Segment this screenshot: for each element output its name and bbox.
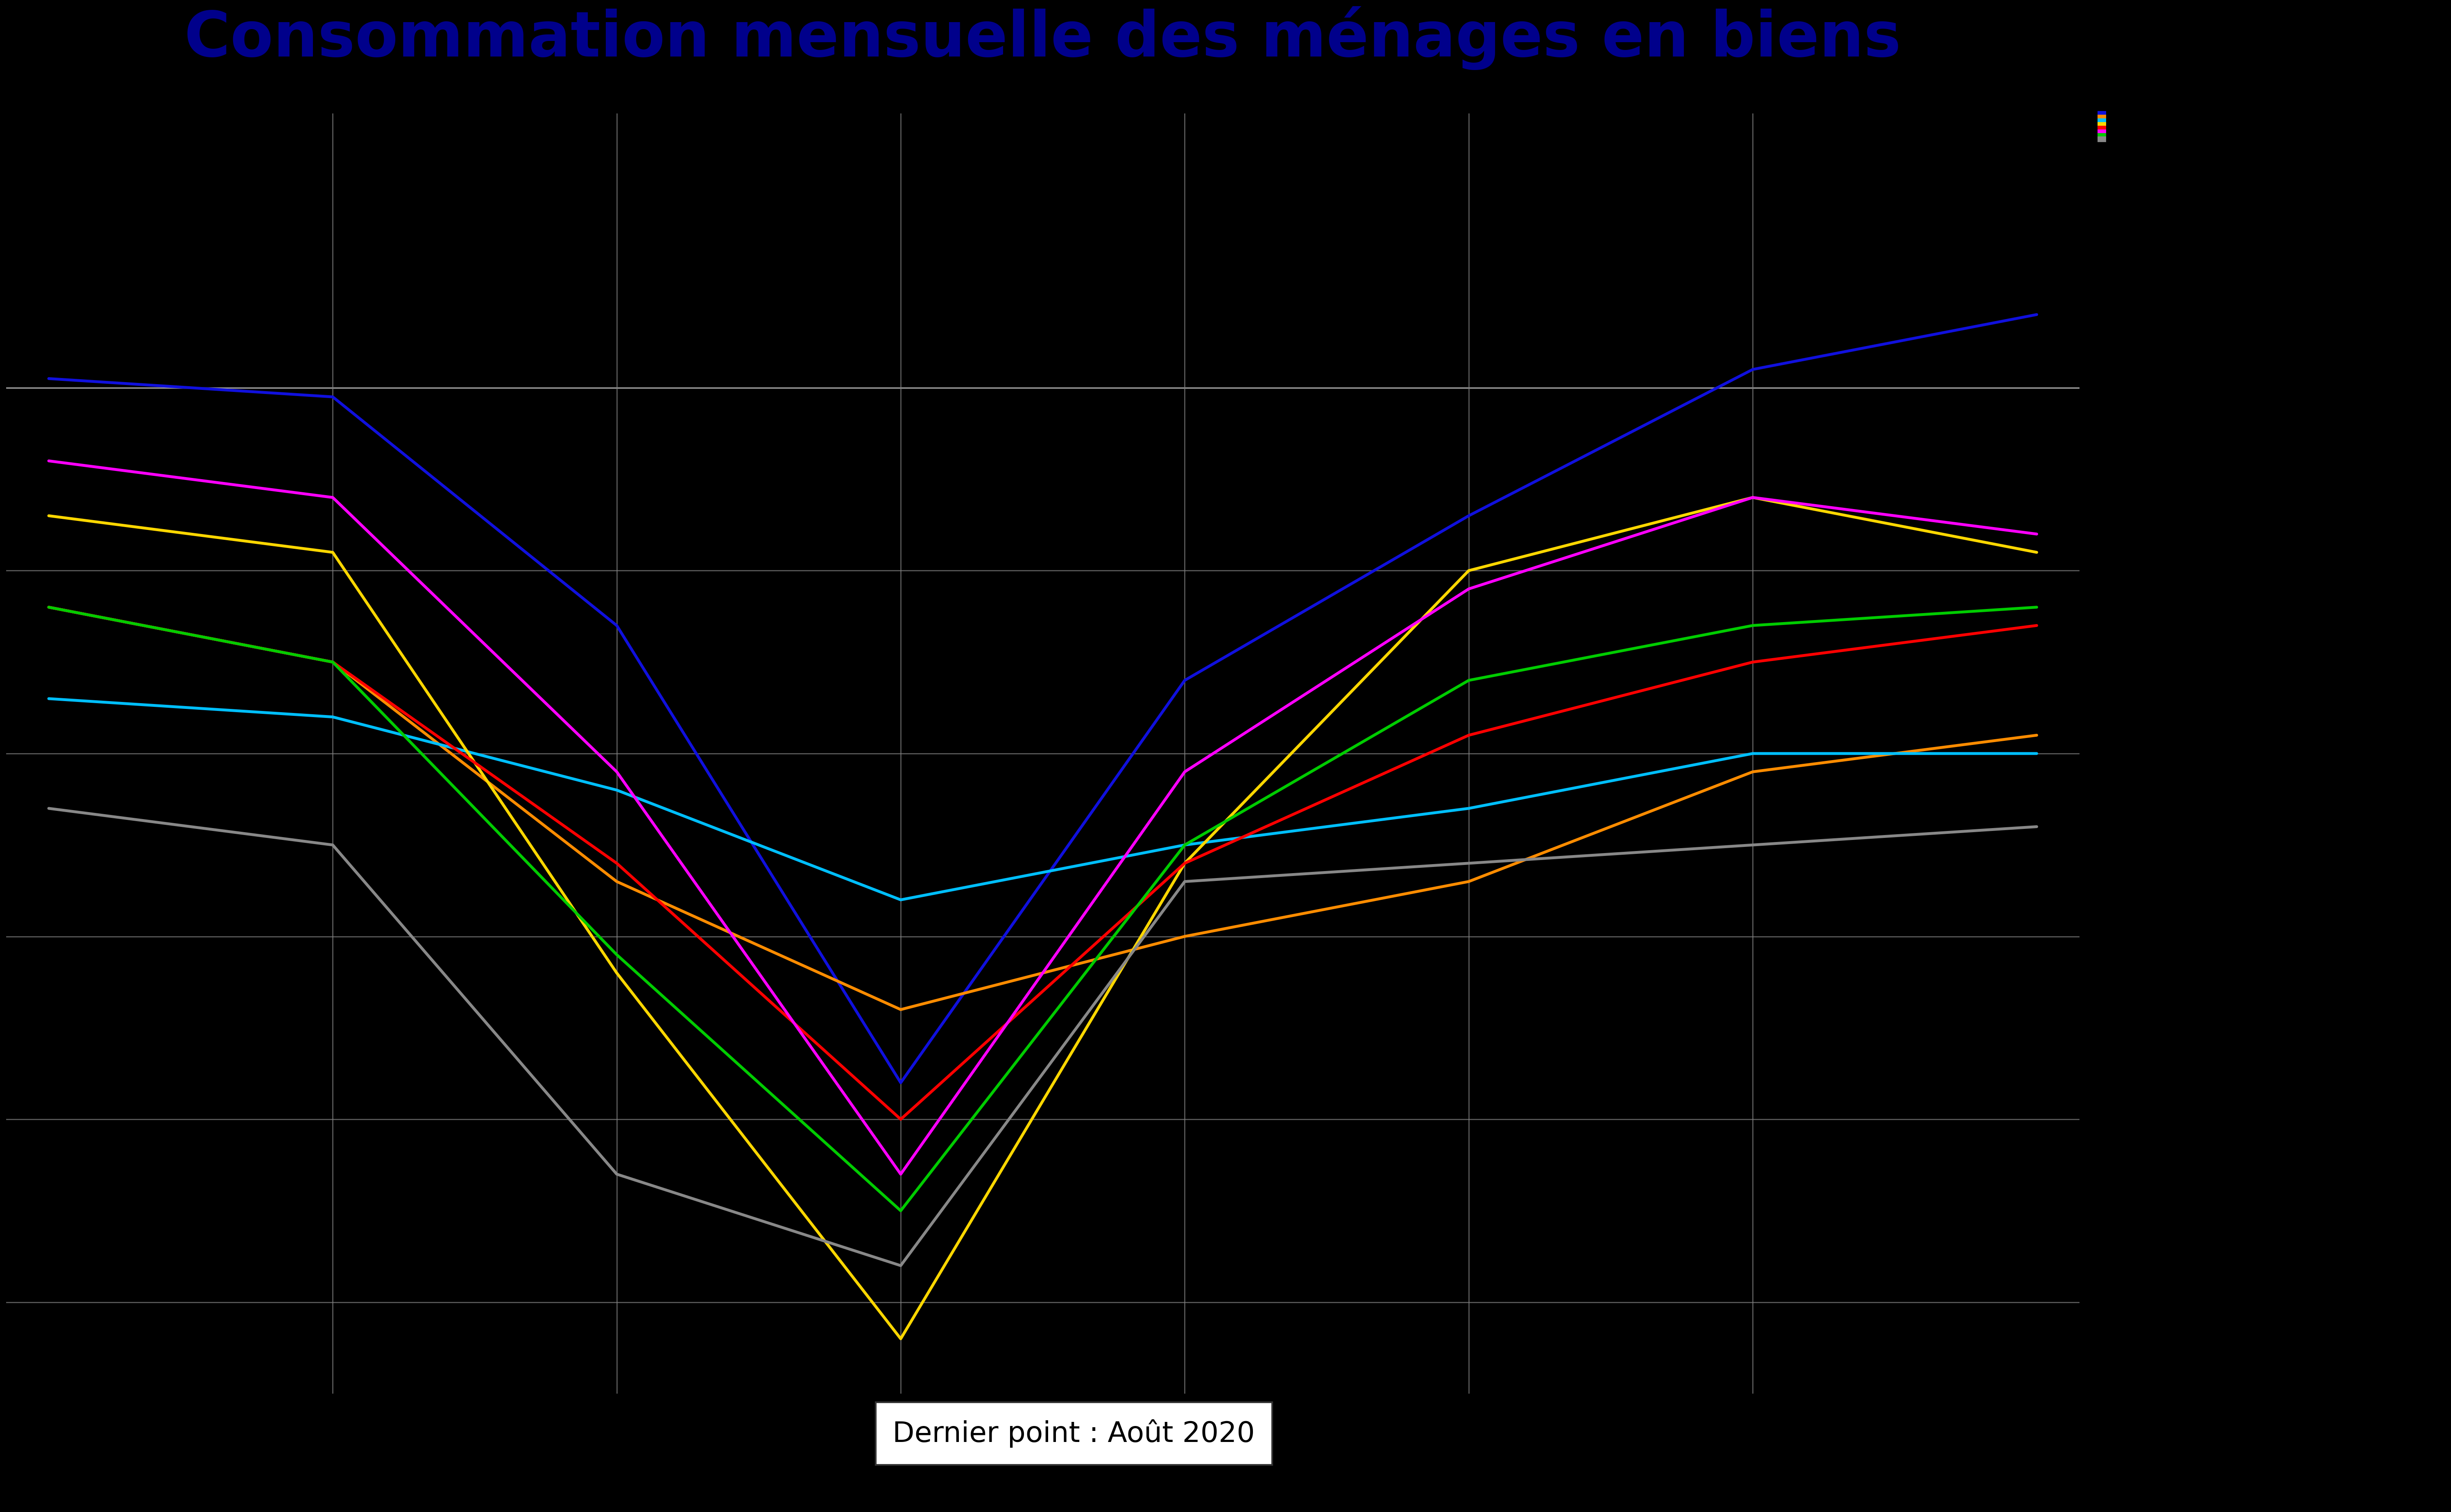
Title: Consommation mensuelle des ménages en biens: Consommation mensuelle des ménages en bi… — [184, 6, 1902, 70]
Text: Dernier point : Août 2020: Dernier point : Août 2020 — [892, 1420, 1255, 1447]
Legend: , , , , , , , : , , , , , , , — [2101, 113, 2103, 141]
